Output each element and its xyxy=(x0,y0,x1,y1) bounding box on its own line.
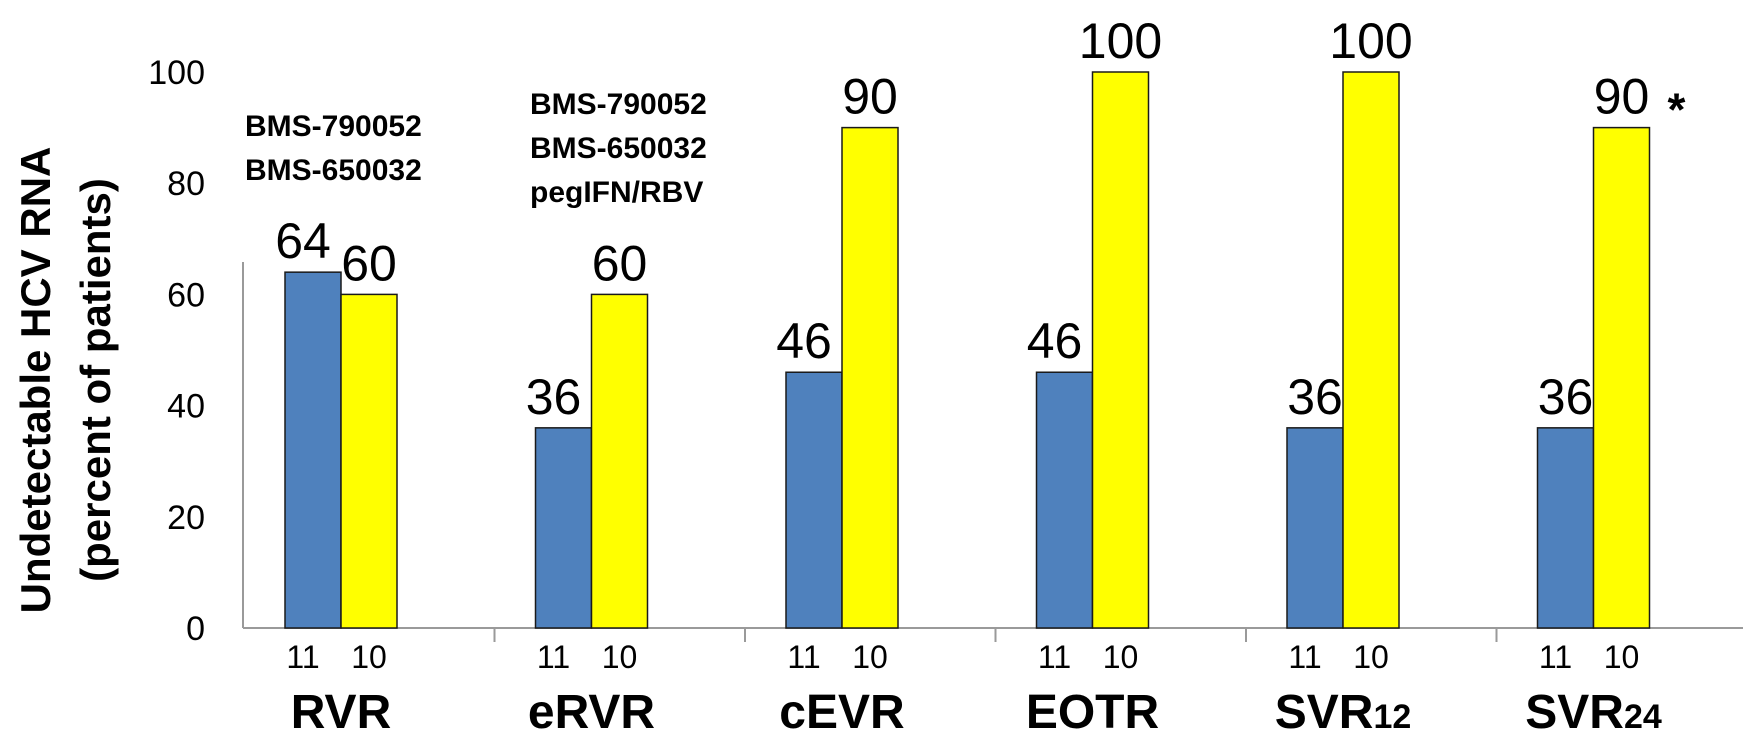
bar xyxy=(1536,427,1595,629)
y-tick-label: 20 xyxy=(167,499,205,537)
category-label: SVR12 xyxy=(1275,686,1412,739)
bar xyxy=(1592,126,1651,629)
bar xyxy=(590,293,649,629)
data-label: 46 xyxy=(776,313,832,369)
y-tick-label: 40 xyxy=(167,388,205,426)
legend-entry: pegIFN/RBV xyxy=(530,176,703,209)
y-tick-label: 80 xyxy=(167,165,205,203)
y-axis-title: Undetectable HCV RNA xyxy=(12,147,59,614)
y-tick-label: 0 xyxy=(186,610,205,648)
legend-entry: BMS-650032 xyxy=(530,132,707,165)
category-label: EOTR xyxy=(1026,686,1159,739)
data-label: 60 xyxy=(592,235,648,291)
n-label: 11 xyxy=(1288,639,1321,675)
bar xyxy=(1342,71,1400,629)
bars xyxy=(284,71,1651,629)
n-label: 10 xyxy=(602,639,638,675)
n-label: 11 xyxy=(537,639,570,675)
n-label: 10 xyxy=(852,639,888,675)
n-label: 10 xyxy=(1604,639,1640,675)
n-label: 11 xyxy=(1539,639,1572,675)
y-tick-label: 60 xyxy=(167,276,205,314)
labels: 64 11 60 10 RVR 36 11 60 10 eRVR 46 11 90 10 cEVR 46 11 1… xyxy=(245,13,1686,739)
data-label: 60 xyxy=(341,235,397,291)
data-label: 36 xyxy=(1538,369,1594,425)
data-label: 90 xyxy=(842,69,898,125)
data-label: 46 xyxy=(1027,313,1083,369)
legend-entry: BMS-790052 xyxy=(530,88,707,121)
n-label: 11 xyxy=(1038,639,1071,675)
bar xyxy=(284,271,342,629)
legend-entry: BMS-790052 xyxy=(245,110,422,143)
bar xyxy=(1035,371,1094,629)
bar xyxy=(785,371,843,629)
bar xyxy=(1286,427,1344,629)
axes: 0 20 40 60 80 100 Undetectable HCV RNA (percent… xyxy=(12,54,1743,648)
category-label: RVR xyxy=(291,686,391,739)
data-label: 36 xyxy=(1287,369,1343,425)
bar xyxy=(534,427,593,629)
n-label: 11 xyxy=(286,639,319,675)
data-label: 36 xyxy=(526,369,582,425)
n-label: 10 xyxy=(351,639,387,675)
data-label: 100 xyxy=(1329,13,1412,69)
category-label: cEVR xyxy=(779,686,904,739)
category-label: eRVR xyxy=(528,686,655,739)
significance-marker: * xyxy=(1668,84,1686,136)
bar xyxy=(841,126,899,629)
data-label: 100 xyxy=(1079,13,1162,69)
y-axis-title: (percent of patients) xyxy=(72,178,119,582)
data-label: 90 xyxy=(1594,69,1650,125)
category-label: SVR24 xyxy=(1525,686,1662,739)
data-label: 64 xyxy=(275,213,331,269)
bar xyxy=(340,293,398,629)
n-label: 10 xyxy=(1103,639,1139,675)
n-label: 11 xyxy=(787,639,820,675)
bar xyxy=(1091,71,1150,629)
legend-entry: BMS-650032 xyxy=(245,154,422,187)
n-label: 10 xyxy=(1353,639,1389,675)
y-tick-label: 100 xyxy=(148,54,205,92)
